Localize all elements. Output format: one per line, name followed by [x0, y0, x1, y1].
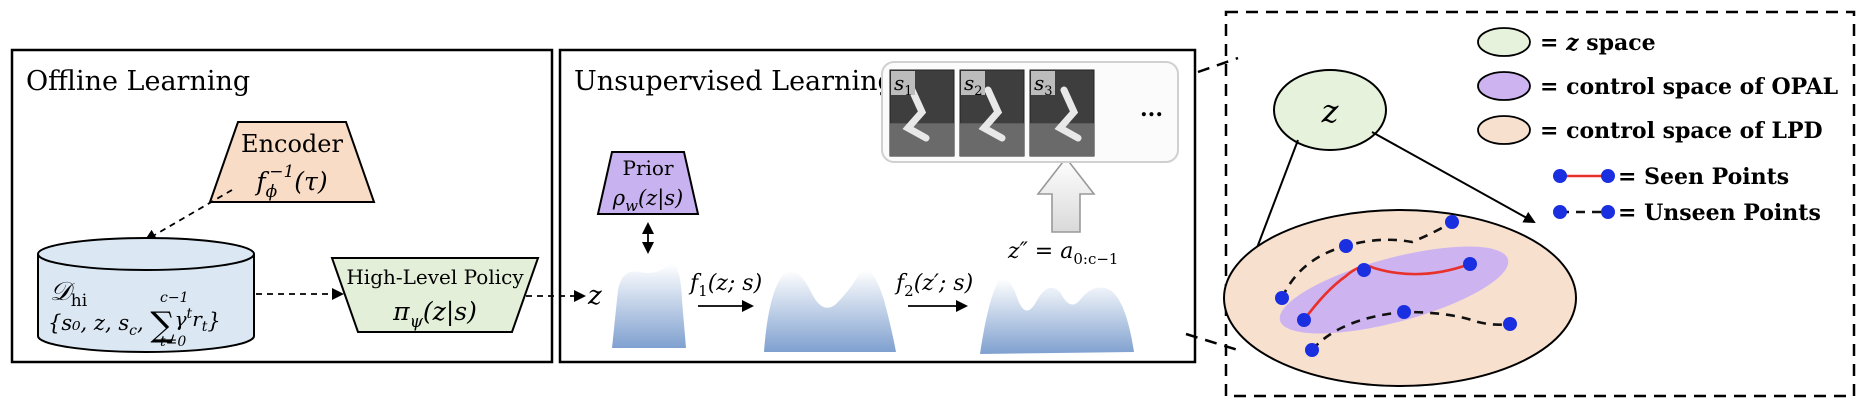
base-distribution: [612, 263, 686, 348]
legend-unseen-label: = Unseen Points: [1618, 200, 1821, 226]
legend-opal-label: = control space of OPAL: [1540, 74, 1838, 100]
prior-formula: ρw(z|s): [612, 186, 684, 215]
z-node-label: z: [1321, 92, 1340, 130]
state-frame-2: s2: [959, 69, 1025, 157]
dataset-name: 𝒟hi: [50, 277, 88, 311]
unseen-path-top: [1280, 220, 1453, 299]
z-variable: z: [587, 281, 602, 311]
unseen-path-bottom: [1311, 310, 1511, 351]
state-frame-label: s3: [1034, 71, 1053, 99]
f2-label: f2(z′; s): [894, 271, 973, 300]
data-point: [1275, 291, 1289, 305]
legend-unseen-point: [1601, 205, 1615, 219]
offline-panel-title: Offline Learning: [26, 66, 250, 97]
legend-seen-point: [1553, 169, 1567, 183]
encoder-to-dataset-arrow: [144, 189, 233, 242]
offline-learning-panel: Offline Learning Encoder fϕ−1(τ) 𝒟hi {s₀…: [10, 48, 586, 364]
frames-strip: s1 s2 s3 ...: [881, 61, 1179, 163]
legend-seen-point: [1601, 169, 1615, 183]
f1-label: f1(z; s): [688, 271, 762, 300]
legend-opal-swatch: [1477, 71, 1531, 101]
dataset-tuple: {s₀, z, sc, ∑γtrt}: [48, 305, 221, 345]
unsupervised-panel-border: [558, 48, 1197, 364]
legend: = z space = control space of OPAL = cont…: [1477, 27, 1838, 226]
control-space-panel: z = z space = contro: [1223, 10, 1856, 398]
policy-label: High-Level Policy: [346, 265, 524, 289]
data-point: [1305, 343, 1319, 357]
state-frame-1: s1: [889, 69, 955, 157]
action-sequence-label: z″ = a0:c−1: [1007, 239, 1118, 268]
unsupervised-learning-panel: Unsupervised Learning z Prior ρw(z|s) f1…: [558, 48, 1197, 364]
data-point: [1397, 305, 1411, 319]
z-space-node: [1273, 69, 1387, 151]
opal-control-space: [1279, 246, 1509, 334]
unsupervised-panel-title: Unsupervised Learning: [574, 66, 895, 97]
data-point: [1339, 239, 1353, 253]
encoder-formula: fϕ−1(τ): [254, 162, 327, 202]
legend-z-space-label: = z space: [1540, 30, 1656, 56]
policy-block: High-Level Policy πψ(z|s): [330, 257, 540, 333]
encoder-label: Encoder: [241, 130, 343, 158]
control-space-border: [1224, 10, 1856, 398]
zoom-connector-top: [1197, 56, 1239, 74]
prior-label: Prior: [622, 156, 673, 180]
data-point: [1503, 317, 1517, 331]
frames-ellipsis: ...: [1140, 96, 1163, 122]
legend-unseen-point: [1553, 205, 1567, 219]
sum-upper-limit: c−1: [160, 290, 188, 306]
data-point: [1463, 257, 1477, 271]
prior-block: Prior ρw(z|s): [596, 151, 700, 215]
zoom-connector-bottom: [1185, 332, 1239, 352]
sum-lower-limit: t=0: [160, 334, 186, 350]
encoder-block: Encoder fϕ−1(τ): [208, 121, 376, 203]
final-distribution: [980, 278, 1134, 354]
policy-formula: πψ(z|s): [392, 297, 477, 332]
decode-up-arrow: [1036, 156, 1096, 233]
dataset-cylinder: 𝒟hi {s₀, z, sc, ∑γtrt} c−1 t=0: [37, 237, 255, 353]
legend-lpd-label: = control space of LPD: [1540, 118, 1823, 144]
intermediate-distribution: [764, 269, 896, 352]
state-frame-label: s1: [894, 71, 913, 99]
data-point: [1357, 263, 1371, 277]
legend-z-space-swatch: [1477, 27, 1531, 57]
state-frame-3: s3: [1029, 69, 1095, 157]
data-point: [1297, 313, 1311, 327]
offline-panel-border: [10, 48, 554, 364]
legend-lpd-swatch: [1477, 115, 1531, 145]
state-frame-label: s2: [964, 71, 983, 99]
data-point: [1445, 215, 1459, 229]
z-to-lpd-right-arrow: [1371, 131, 1536, 223]
legend-seen-label: = Seen Points: [1618, 164, 1789, 190]
